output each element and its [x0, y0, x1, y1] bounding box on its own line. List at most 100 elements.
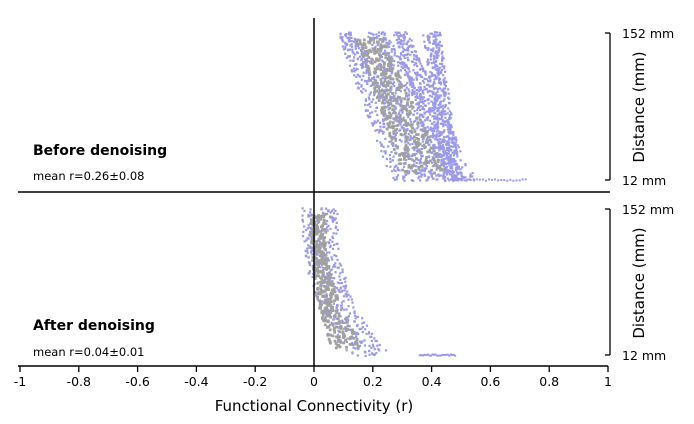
subject-point	[453, 162, 456, 165]
subject-point	[438, 146, 441, 150]
mean-point	[373, 90, 376, 94]
subject-point	[445, 142, 449, 146]
subject-point	[341, 36, 344, 39]
subject-point	[433, 353, 435, 356]
subject-point	[381, 38, 384, 41]
subject-point	[444, 161, 447, 164]
subject-point	[455, 174, 458, 177]
subject-point	[437, 42, 440, 45]
subject-point	[358, 344, 361, 347]
mean-point	[338, 330, 341, 334]
subject-point	[416, 108, 419, 111]
subject-point	[429, 79, 432, 82]
mean-point	[417, 143, 420, 147]
mean-point	[322, 222, 326, 225]
subject-point	[423, 104, 426, 107]
subject-point	[437, 142, 440, 145]
mean-point	[323, 323, 327, 327]
mean-point	[319, 215, 323, 218]
mean-point	[402, 107, 405, 111]
subject-point	[392, 81, 396, 84]
subject-point	[437, 70, 440, 73]
subject-point	[459, 150, 462, 153]
subject-point	[364, 354, 367, 358]
subject-point	[353, 330, 356, 334]
subject-point	[353, 37, 356, 40]
subject-point	[360, 341, 363, 344]
subject-point	[412, 179, 415, 182]
subject-point	[347, 305, 350, 308]
subject-point	[449, 145, 452, 148]
subject-point	[383, 89, 387, 92]
subject-point	[373, 36, 377, 39]
mean-point	[416, 122, 420, 125]
subject-point	[427, 170, 431, 173]
subject-point	[457, 146, 460, 149]
subject-point	[351, 301, 354, 304]
mean-point	[369, 79, 373, 82]
subject-point	[302, 230, 305, 234]
subject-point	[363, 321, 366, 324]
mean-point	[336, 344, 340, 348]
subject-point	[374, 101, 377, 104]
mean-point	[387, 92, 390, 96]
subject-point	[344, 280, 347, 283]
subject-point	[421, 120, 424, 123]
mean-point	[436, 160, 440, 164]
subject-point	[333, 254, 336, 257]
subject-point	[442, 81, 446, 85]
subject-point	[434, 112, 437, 115]
subject-point	[431, 115, 434, 118]
subject-point	[404, 66, 407, 69]
mean-point	[328, 309, 332, 313]
mean-point	[325, 268, 328, 271]
subject-point	[392, 155, 395, 158]
mean-point	[377, 85, 381, 89]
subject-point	[331, 235, 334, 238]
subject-point	[427, 102, 430, 105]
subject-point	[448, 164, 451, 167]
subject-point	[374, 339, 377, 342]
mean-point	[317, 230, 321, 233]
subject-point	[392, 144, 395, 147]
subject-point	[413, 54, 416, 57]
mean-point	[407, 113, 411, 116]
subject-point	[432, 92, 435, 95]
subject-point	[434, 101, 437, 104]
subject-point	[309, 208, 312, 211]
mean-point	[397, 79, 401, 83]
subject-point	[353, 343, 357, 346]
mean-point	[401, 168, 405, 172]
subject-point	[417, 57, 421, 60]
subject-point	[362, 74, 365, 77]
subject-point	[415, 172, 418, 175]
subject-point	[345, 340, 348, 343]
subject-point	[402, 127, 405, 130]
subject-point	[421, 137, 424, 140]
subject-point	[364, 351, 367, 354]
mean-point	[326, 326, 329, 329]
mean-point	[313, 255, 317, 259]
mean-point	[318, 304, 322, 307]
subject-point	[335, 255, 338, 258]
subject-point	[430, 52, 433, 55]
subject-point	[446, 162, 450, 165]
subject-point	[339, 35, 342, 38]
mean-point	[376, 96, 379, 100]
subject-point	[456, 153, 459, 156]
mean-point	[335, 335, 339, 339]
subject-point	[451, 169, 454, 172]
mean-point	[324, 301, 328, 305]
subject-point	[345, 294, 349, 297]
subject-point	[339, 287, 342, 290]
subject-point	[395, 120, 398, 123]
subject-point	[342, 48, 345, 51]
subject-point	[442, 135, 446, 139]
subject-point	[460, 172, 463, 175]
mean-point	[326, 258, 329, 262]
subject-point	[361, 91, 364, 94]
mean-point	[313, 226, 317, 230]
subject-point	[369, 105, 372, 108]
subject-point	[358, 340, 361, 343]
subject-point	[355, 324, 359, 327]
